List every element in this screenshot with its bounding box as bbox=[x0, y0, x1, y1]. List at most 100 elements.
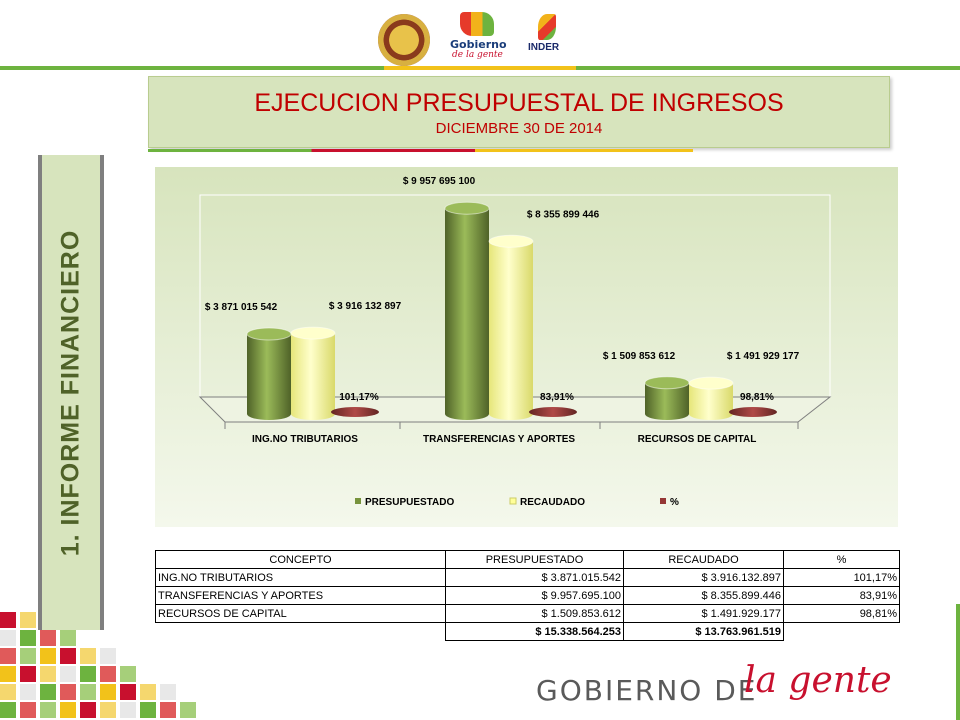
mosaic-tile bbox=[120, 684, 136, 700]
page-title: EJECUCION PRESUPUESTAL DE INGRESOS bbox=[254, 89, 784, 117]
legend-label: PRESUPUESTADO bbox=[365, 497, 454, 508]
bar-top bbox=[444, 201, 490, 215]
bar-top bbox=[246, 327, 292, 341]
data-label: $ 3 871 015 542 bbox=[205, 302, 278, 313]
mosaic-tile bbox=[60, 666, 76, 682]
bar-percent bbox=[729, 407, 777, 417]
mosaic-tile bbox=[20, 666, 36, 682]
legend-swatch bbox=[355, 498, 361, 504]
legend-label: % bbox=[670, 497, 679, 508]
bar-presupuestado bbox=[445, 208, 489, 414]
table-row: ING.NO TRIBUTARIOS $ 3.871.015.542 $ 3.9… bbox=[155, 568, 900, 587]
data-label: $ 1 491 929 177 bbox=[727, 351, 800, 362]
bar-percent bbox=[331, 407, 379, 417]
percent-label: 98,81% bbox=[740, 392, 774, 403]
bar-base bbox=[489, 408, 533, 420]
mosaic-tile bbox=[20, 648, 36, 664]
mosaic-tile bbox=[0, 684, 16, 700]
municipal-seal-icon bbox=[378, 14, 430, 66]
chart-x-labels: ING.NO TRIBUTARIOS TRANSFERENCIAS Y APORT… bbox=[252, 434, 756, 445]
gobierno-logo-icon bbox=[460, 12, 494, 36]
inder-logo-text: INDER bbox=[528, 42, 560, 53]
mosaic-tile bbox=[120, 666, 136, 682]
mosaic-tile bbox=[0, 648, 16, 664]
mosaic-tile bbox=[40, 630, 56, 646]
data-label: $ 3 916 132 897 bbox=[329, 301, 402, 312]
table-cell: $ 3.916.132.897 bbox=[623, 568, 784, 587]
table-cell: TRANSFERENCIAS Y APORTES bbox=[155, 586, 446, 605]
table-total-recaudado: $ 13.763.961.519 bbox=[623, 622, 784, 641]
table-cell: $ 1.491.929.177 bbox=[623, 604, 784, 623]
bar-top bbox=[644, 376, 690, 390]
mosaic-tile bbox=[80, 648, 96, 664]
mosaic-tile bbox=[80, 702, 96, 718]
table-total-presupuestado: $ 15.338.564.253 bbox=[445, 622, 624, 641]
table-cell: $ 9.957.695.100 bbox=[445, 586, 624, 605]
mosaic-tile bbox=[160, 702, 176, 718]
header-divider bbox=[0, 66, 960, 70]
footer-text: GOBIERNO DE bbox=[536, 674, 758, 707]
gobierno-logo-line2: de la gente bbox=[452, 50, 503, 60]
mosaic-tile bbox=[0, 630, 16, 646]
bar-presupuestado bbox=[247, 333, 291, 414]
budget-table: CONCEPTO PRESUPUESTADO RECAUDADO % ING.N… bbox=[155, 550, 900, 641]
mosaic-tile bbox=[160, 684, 176, 700]
legend-swatch bbox=[660, 498, 666, 504]
bar-base bbox=[445, 408, 489, 420]
chart-bars: $ 3 871 015 542 $ 3 916 132 897 101,17% $ 9… bbox=[205, 176, 800, 420]
table-header: PRESUPUESTADO bbox=[445, 550, 624, 569]
mosaic-tile bbox=[0, 666, 16, 682]
section-label: 1. INFORME FINANCIERO bbox=[56, 229, 85, 556]
mosaic-tile bbox=[60, 630, 76, 646]
chart-svg: $ 3 871 015 542 $ 3 916 132 897 101,17% $ 9… bbox=[155, 167, 898, 527]
mosaic-tile bbox=[20, 612, 36, 628]
gobierno-logo-line1: Gobierno bbox=[450, 38, 507, 51]
bar-recaudado bbox=[489, 241, 533, 414]
table-cell: ING.NO TRIBUTARIOS bbox=[155, 568, 446, 587]
mosaic-tile bbox=[140, 702, 156, 718]
table-totals-row: $ 15.338.564.253 $ 13.763.961.519 bbox=[156, 622, 900, 641]
table-header: RECAUDADO bbox=[623, 550, 784, 569]
mosaic-tile bbox=[60, 648, 76, 664]
title-underline bbox=[148, 149, 693, 152]
mosaic-tile bbox=[0, 612, 16, 628]
bar-percent bbox=[529, 407, 577, 417]
table-cell: 98,81% bbox=[783, 604, 900, 623]
table-cell: $ 1.509.853.612 bbox=[445, 604, 624, 623]
decorative-mosaic bbox=[0, 612, 200, 720]
mosaic-tile bbox=[20, 702, 36, 718]
bar-base bbox=[247, 408, 291, 420]
budget-chart: $ 3 871 015 542 $ 3 916 132 897 101,17% $ 9… bbox=[155, 167, 898, 527]
bar-base bbox=[291, 408, 335, 420]
mosaic-tile bbox=[60, 702, 76, 718]
chart-legend: PRESUPUESTADO RECAUDADO% bbox=[355, 497, 679, 508]
legend-label: RECAUDADO bbox=[520, 497, 585, 508]
table-cell: 83,91% bbox=[783, 586, 900, 605]
header-logos: Gobierno de la gente INDER bbox=[374, 12, 574, 68]
mosaic-tile bbox=[140, 684, 156, 700]
table-header: CONCEPTO bbox=[155, 550, 446, 569]
mosaic-tile bbox=[100, 702, 116, 718]
footer-brand: GOBIERNO DE la gente bbox=[536, 660, 896, 710]
bar-top bbox=[688, 376, 734, 390]
footer-brand-text: la gente bbox=[744, 660, 892, 701]
mosaic-tile bbox=[60, 684, 76, 700]
bar-base bbox=[689, 408, 733, 420]
mosaic-tile bbox=[80, 684, 96, 700]
page-subtitle: DICIEMBRE 30 DE 2014 bbox=[435, 120, 603, 137]
title-box: EJECUCION PRESUPUESTAL DE INGRESOS DICIE… bbox=[148, 76, 890, 148]
data-label: $ 8 355 899 446 bbox=[527, 209, 600, 220]
mosaic-tile bbox=[100, 666, 116, 682]
bar-top bbox=[290, 326, 336, 340]
mosaic-tile bbox=[0, 702, 16, 718]
table-cell: $ 8.355.899.446 bbox=[623, 586, 784, 605]
table-cell: $ 3.871.015.542 bbox=[445, 568, 624, 587]
mosaic-tile bbox=[180, 702, 196, 718]
mosaic-tile bbox=[100, 648, 116, 664]
right-accent-bar bbox=[956, 604, 960, 720]
x-tick-label: RECURSOS DE CAPITAL bbox=[638, 434, 757, 445]
table-row: TRANSFERENCIAS Y APORTES $ 9.957.695.100… bbox=[155, 586, 900, 605]
bar-top bbox=[488, 234, 534, 248]
mosaic-tile bbox=[80, 666, 96, 682]
data-label: $ 1 509 853 612 bbox=[603, 351, 676, 362]
